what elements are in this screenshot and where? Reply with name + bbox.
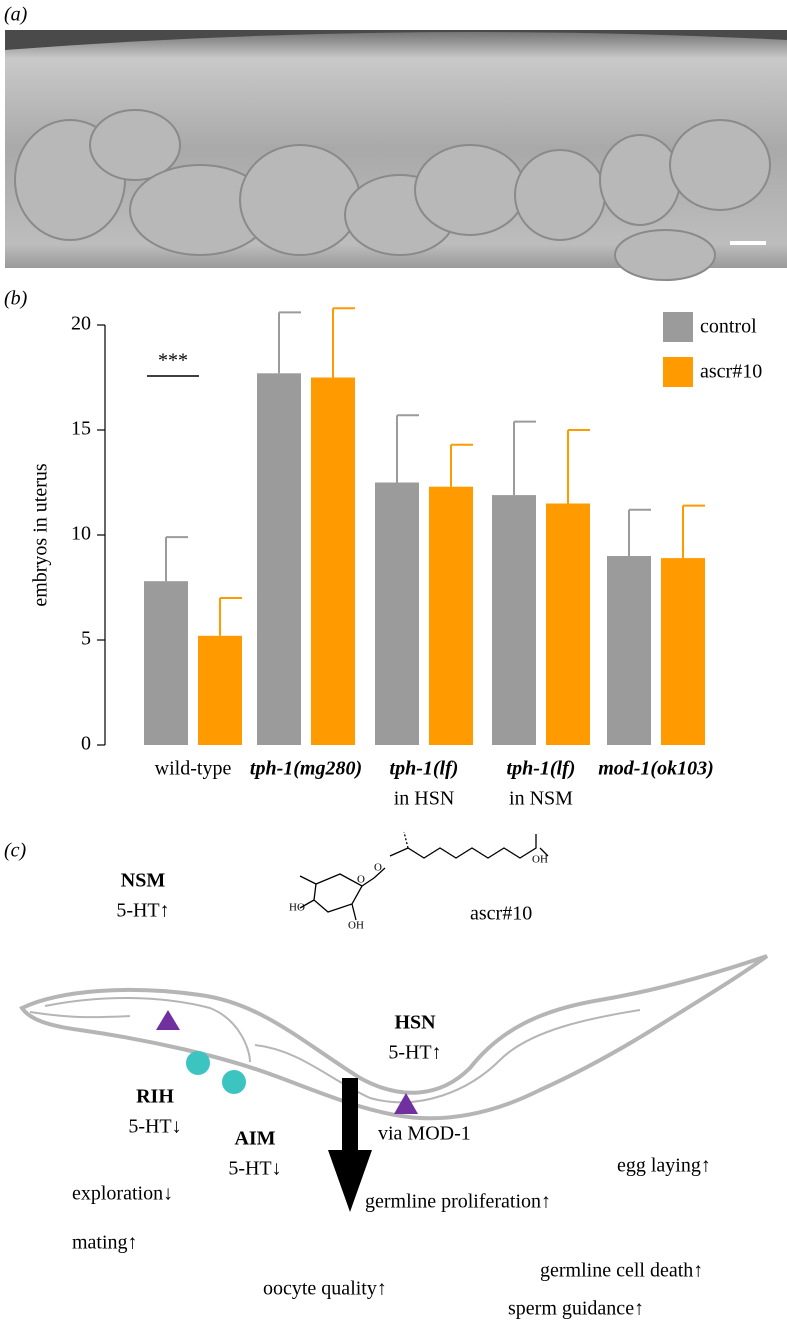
bar bbox=[311, 377, 355, 745]
atom-label: O bbox=[374, 862, 382, 874]
error-bar bbox=[219, 597, 242, 636]
panel-label: (c) bbox=[4, 840, 27, 862]
error-bar bbox=[628, 508, 651, 556]
bar bbox=[144, 581, 188, 745]
effect: oocyte quality↑ bbox=[263, 1278, 387, 1300]
neuron-rih bbox=[186, 1051, 210, 1075]
error-bar bbox=[278, 311, 301, 374]
bar bbox=[375, 482, 419, 745]
worm-inner bbox=[29, 1011, 131, 1019]
effect: sperm guidance↑ bbox=[508, 1298, 644, 1320]
y-tick-label: 10 bbox=[71, 523, 91, 545]
bar bbox=[607, 556, 651, 745]
panel-label: (a) bbox=[4, 4, 28, 26]
neuron-change: 5-HT↑ bbox=[116, 900, 169, 922]
chemical-structure bbox=[299, 831, 549, 921]
neuron-name: AIM bbox=[234, 1128, 275, 1150]
significance: *** bbox=[158, 350, 188, 372]
x-tick-note: in HSN bbox=[394, 788, 455, 810]
micrograph bbox=[5, 30, 787, 281]
error-bar bbox=[396, 414, 419, 483]
atom-label: OH bbox=[532, 854, 548, 866]
neuron-hsn bbox=[394, 1093, 418, 1114]
worm-body bbox=[19, 954, 769, 1121]
y-axis-label: embryos in uterus bbox=[30, 463, 52, 607]
neuron-aim bbox=[222, 1070, 246, 1094]
effect: exploration↓ bbox=[72, 1183, 173, 1205]
effect: germline proliferation↑ bbox=[365, 1191, 551, 1213]
effect: germline cell death↑ bbox=[540, 1260, 703, 1282]
arrow bbox=[328, 1078, 372, 1212]
x-tick-label: mod-1(ok103) bbox=[598, 758, 714, 780]
y-tick-label: 20 bbox=[71, 313, 91, 335]
bar bbox=[546, 503, 590, 745]
neuron-name: RIH bbox=[136, 1086, 174, 1108]
neuron-change: 5-HT↓ bbox=[128, 1116, 181, 1138]
legend-label: ascr#10 bbox=[700, 361, 762, 383]
error-bar bbox=[165, 536, 188, 582]
panel-label: (b) bbox=[4, 288, 28, 310]
x-tick-label: tph-1(mg280) bbox=[250, 758, 362, 780]
x-tick-note: in NSM bbox=[509, 788, 573, 810]
atom-label: HO bbox=[289, 902, 305, 914]
neuron-change: 5-HT↑ bbox=[388, 1042, 441, 1064]
error-bar bbox=[450, 443, 473, 487]
legend-label: control bbox=[700, 316, 757, 338]
x-tick-label: tph-1(lf) bbox=[507, 758, 576, 780]
neuron-name: HSN bbox=[394, 1012, 436, 1034]
x-tick-label: tph-1(lf) bbox=[390, 758, 459, 780]
error-bar bbox=[513, 420, 536, 496]
y-tick-label: 0 bbox=[81, 733, 91, 755]
bar bbox=[257, 373, 301, 745]
y-tick-label: 15 bbox=[71, 418, 91, 440]
molecule-name: ascr#10 bbox=[470, 903, 532, 925]
atom-label: O bbox=[357, 874, 365, 886]
legend-swatch bbox=[663, 312, 693, 342]
neuron-nsm bbox=[156, 1010, 180, 1030]
bar bbox=[429, 486, 473, 745]
x-tick-label: wild-type bbox=[155, 758, 232, 780]
atom-label: OH bbox=[348, 920, 364, 932]
bar bbox=[492, 495, 536, 745]
arrow-label: via MOD-1 bbox=[378, 1123, 471, 1145]
legend-swatch bbox=[663, 357, 693, 387]
neuron-name: NSM bbox=[121, 870, 166, 892]
bar bbox=[198, 635, 242, 745]
y-tick-label: 5 bbox=[81, 628, 91, 650]
error-bar bbox=[567, 429, 590, 504]
worm-inner bbox=[44, 996, 641, 1104]
neuron-change: 5-HT↓ bbox=[228, 1158, 281, 1180]
effect: egg laying↑ bbox=[617, 1155, 711, 1177]
bar bbox=[661, 558, 705, 745]
error-bar bbox=[332, 307, 355, 378]
effect: mating↑ bbox=[72, 1232, 138, 1254]
error-bar bbox=[682, 504, 705, 559]
